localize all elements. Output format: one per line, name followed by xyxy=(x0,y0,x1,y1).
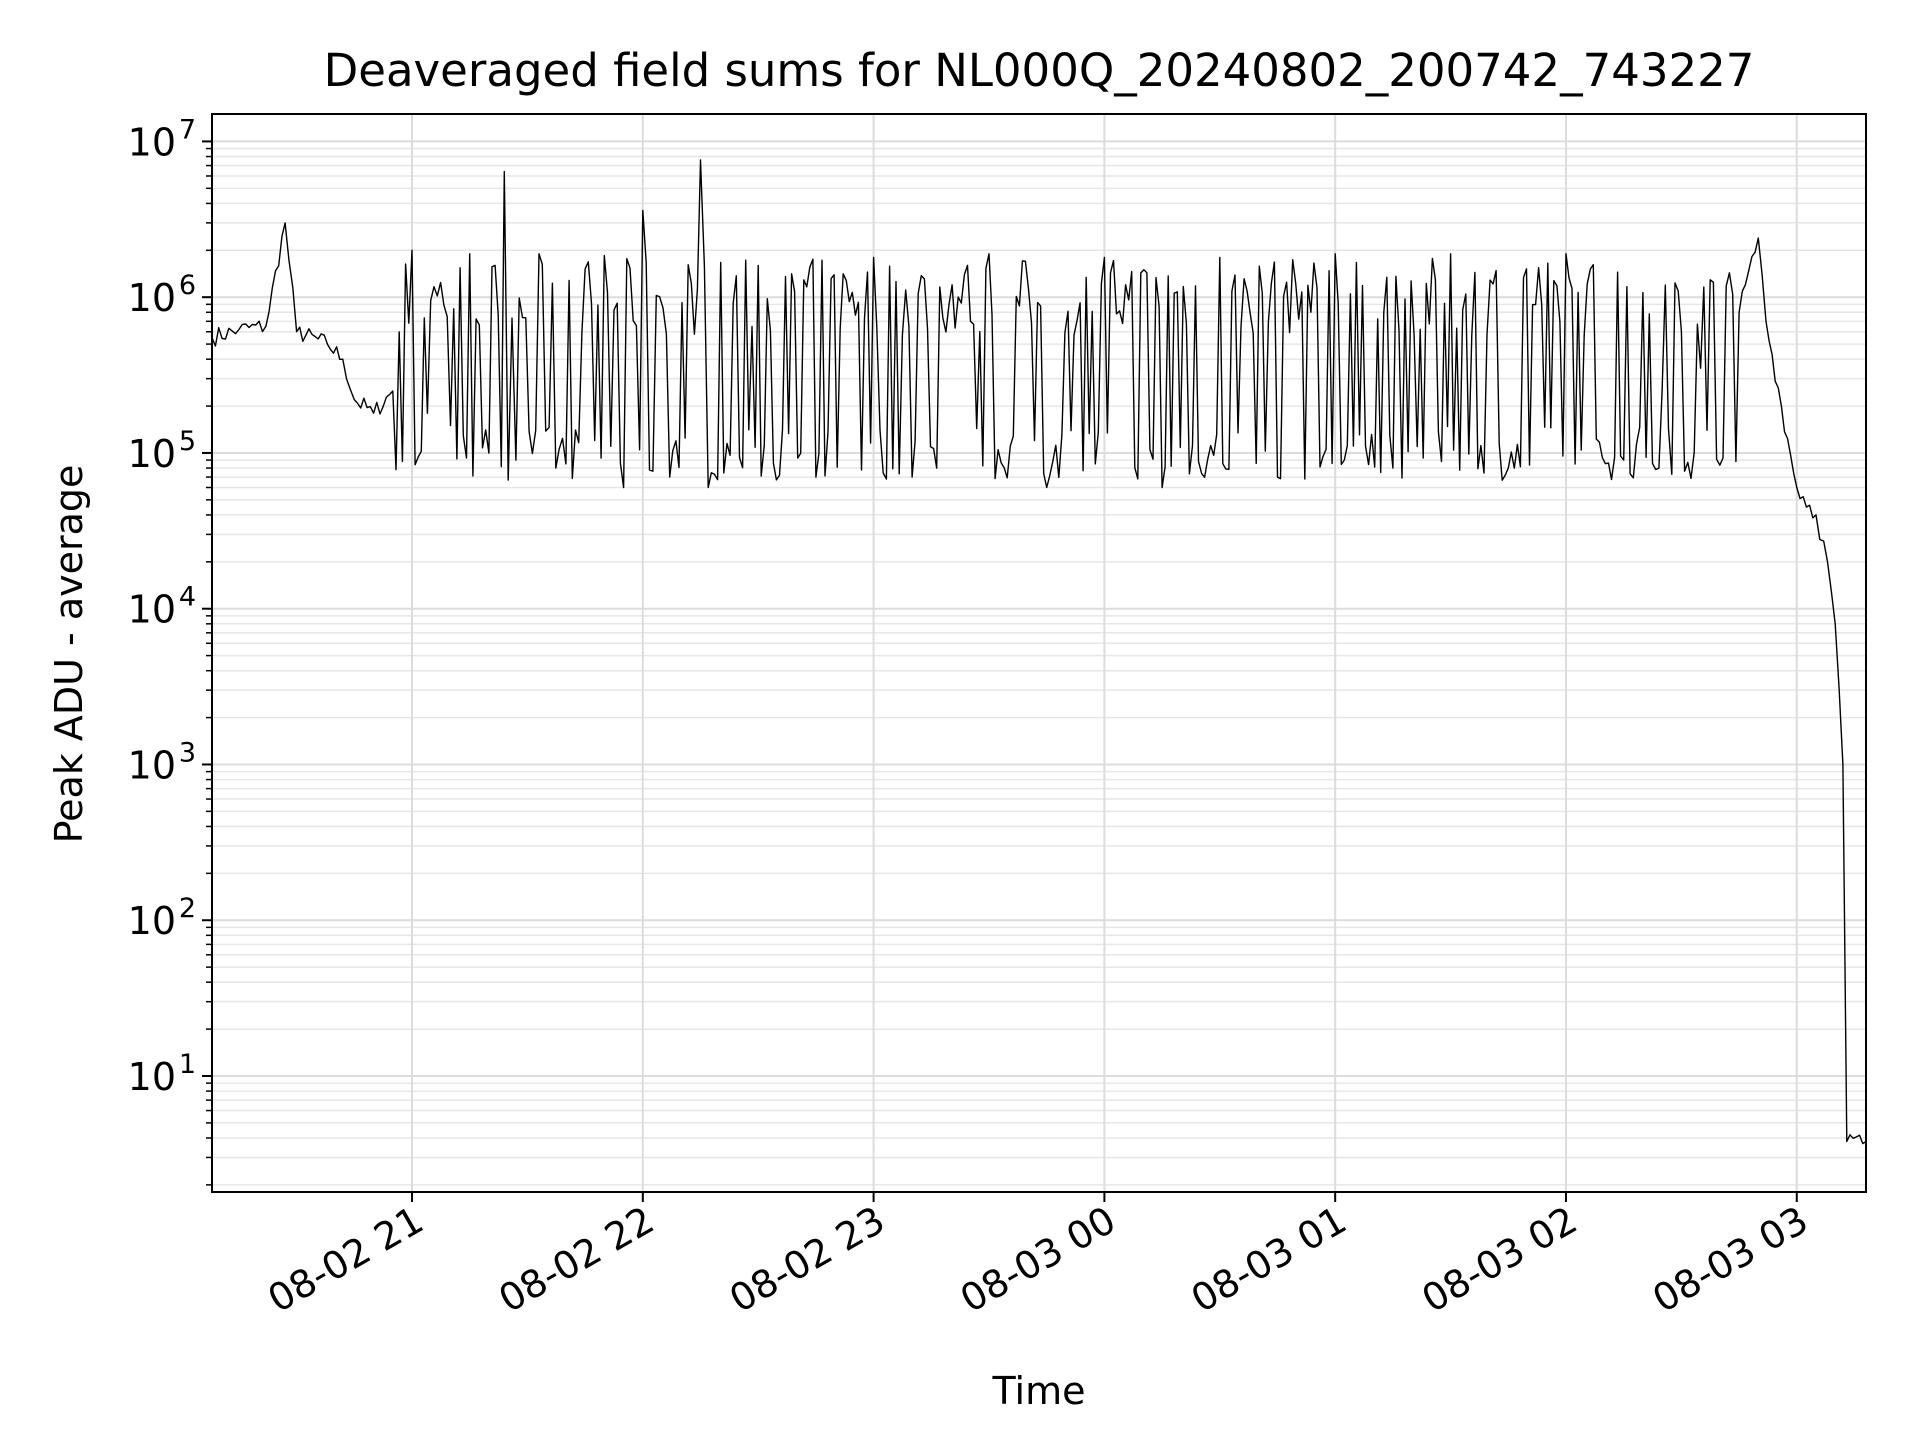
y-tick-label: 10 7 xyxy=(128,114,196,164)
chart-title: Deaveraged field sums for NL000Q_2024080… xyxy=(324,44,1755,97)
plot-frame xyxy=(211,113,1867,1193)
grid xyxy=(212,114,1866,1192)
y-tick-label: 10 1 xyxy=(128,1049,196,1099)
x-axis-label: Time xyxy=(992,1369,1086,1413)
y-tick-label: 10 2 xyxy=(128,893,196,943)
y-tick-label: 10 3 xyxy=(128,737,196,787)
series-line xyxy=(211,159,1867,1145)
y-tick-label: 10 4 xyxy=(128,582,196,632)
y-tick-label: 10 6 xyxy=(128,270,196,320)
plot-area xyxy=(211,159,1867,1145)
y-tick-label: 10 5 xyxy=(128,426,196,476)
y-axis-label: Peak ADU - average xyxy=(47,465,91,844)
